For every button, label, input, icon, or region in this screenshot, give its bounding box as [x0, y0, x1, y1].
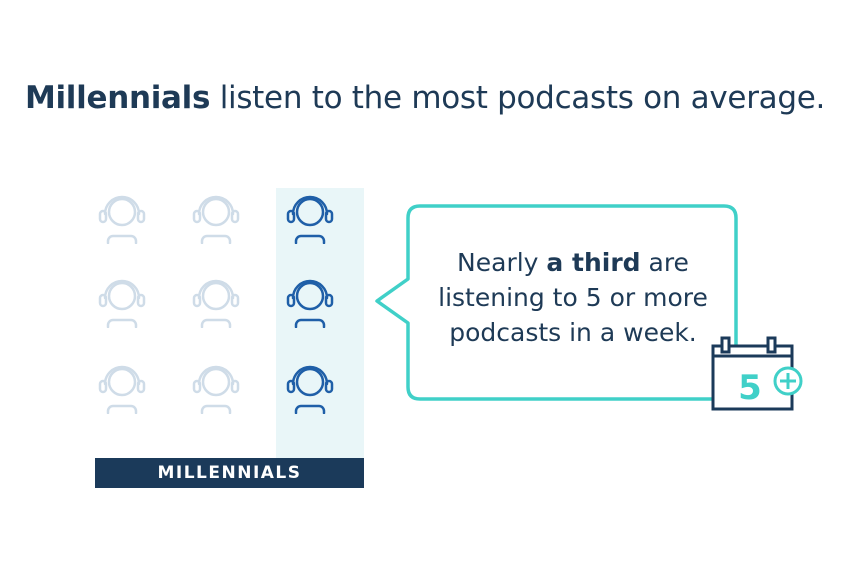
headline: Millennials listen to the most podcasts … [0, 78, 850, 118]
headphone-person-icon [192, 279, 240, 328]
callout-bold: a third [546, 248, 641, 277]
headphone-person-icon [98, 195, 146, 244]
headphone-person-icon [192, 195, 240, 244]
headphone-person-icon [192, 365, 240, 414]
headphone-person-icon [98, 365, 146, 414]
headphone-person-icon-highlighted [286, 195, 334, 244]
millennials-label-bar: MILLENNIALS [95, 458, 364, 488]
millennials-column-highlight [276, 188, 364, 458]
headline-bold: Millennials [24, 80, 211, 116]
callout-line-3: podcasts in a week. [449, 318, 697, 347]
callout-text: Nearly a third are listening to 5 or mor… [410, 245, 736, 350]
callout-line-1: Nearly a third are [457, 248, 689, 277]
headphone-person-icon-highlighted [286, 279, 334, 328]
headphone-person-icon [98, 279, 146, 328]
headphone-person-icon-highlighted [286, 365, 334, 414]
calendar-icon: 5 [711, 336, 803, 411]
calendar-number: 5 [738, 368, 762, 408]
callout-line-2: listening to 5 or more [438, 283, 708, 312]
headline-rest: listen to the most podcasts on average. [210, 80, 826, 116]
